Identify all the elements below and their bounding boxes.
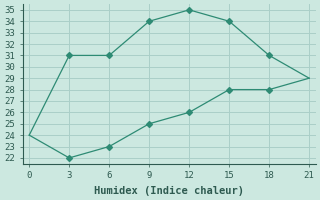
X-axis label: Humidex (Indice chaleur): Humidex (Indice chaleur) xyxy=(94,186,244,196)
